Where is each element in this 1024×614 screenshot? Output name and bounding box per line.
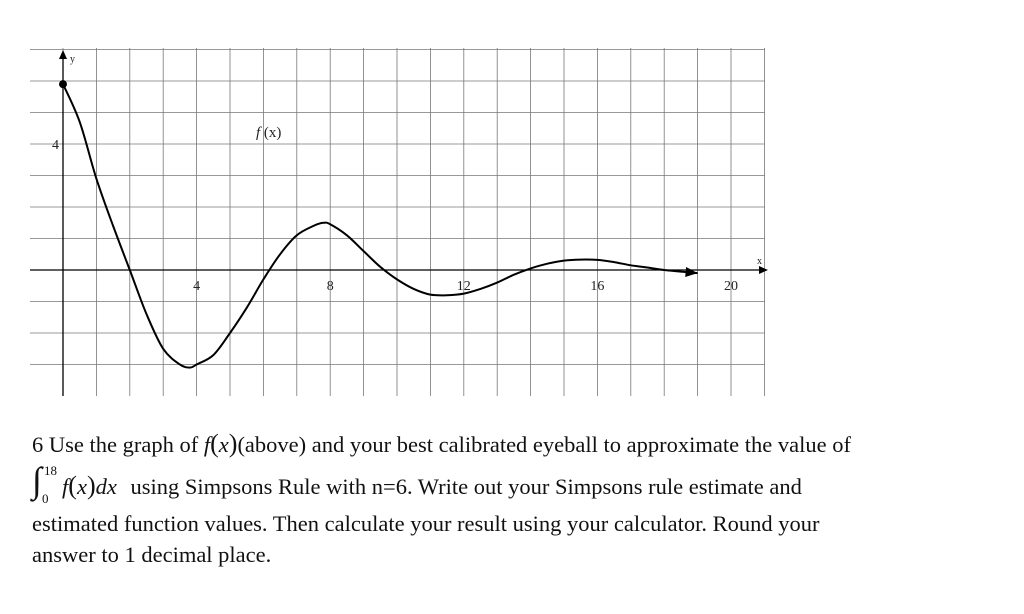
curve-start-point xyxy=(59,80,67,89)
integral-lower-limit: 0 xyxy=(42,491,49,506)
x-tick-label: 16 xyxy=(590,279,604,294)
x-tick-label: 8 xyxy=(327,279,334,294)
function-curve xyxy=(62,83,698,369)
grid-lines xyxy=(30,48,765,396)
problem-line-2: ∫ 18 0 f(x)dx using Simpsons Rule with n… xyxy=(32,460,1017,506)
x-tick-label: 20 xyxy=(724,279,738,294)
integral-upper-limit: 18 xyxy=(44,463,57,478)
problem-line-4: answer to 1 decimal place. xyxy=(32,542,272,567)
problem-text-c: using Simpsons Rule with n=6. Write out … xyxy=(130,474,802,499)
problem-text-a: Use the graph of xyxy=(48,432,199,457)
integral-symbol: ∫ 18 0 xyxy=(32,460,57,506)
problem-text-b: (above) and your best calibrated eyeball… xyxy=(237,432,851,457)
x-axis-arrow xyxy=(759,266,768,274)
x-tick-label: 12 xyxy=(457,279,471,294)
y-axis-arrow xyxy=(59,50,67,59)
tick-labels: 4 8 12 16 20 4 xyxy=(52,138,738,294)
problem-number: 6 xyxy=(32,432,44,457)
function-label-rest: (x) xyxy=(260,125,281,141)
x-axis-label: x xyxy=(757,256,762,267)
function-label-f: f xyxy=(256,125,262,141)
x-tick-label: 4 xyxy=(193,279,200,294)
curve-end-arrow xyxy=(685,267,698,277)
y-axis-label: y xyxy=(70,54,75,65)
function-label: f (x) xyxy=(256,125,281,141)
problem-line-1: 6 Use the graph of f(x)(above) and your … xyxy=(32,428,1017,460)
integrand: f(x)dx xyxy=(62,471,117,500)
function-notation: f(x) xyxy=(203,429,238,458)
problem-line-3: estimated function values. Then calculat… xyxy=(32,511,820,536)
function-graph: x y 4 8 12 16 20 4 f (x) xyxy=(30,48,768,396)
axes: x y xyxy=(30,50,768,396)
problem-text: 6 Use the graph of f(x)(above) and your … xyxy=(32,428,1017,570)
y-tick-label: 4 xyxy=(52,138,59,153)
